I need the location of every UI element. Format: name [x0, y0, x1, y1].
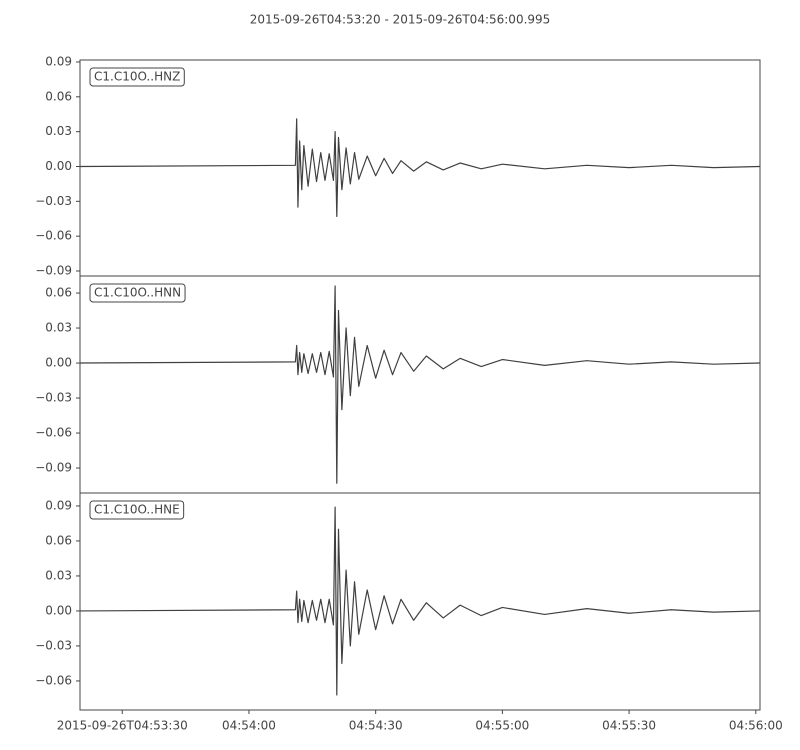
x-tick-label: 2015-09-26T04:53:30: [57, 719, 188, 733]
x-tick-label: 04:55:00: [475, 719, 529, 733]
y-tick-label: 0.03: [45, 124, 72, 138]
y-tick-label: 0.03: [45, 568, 72, 582]
trace-label: C1.C10O..HNN: [94, 286, 181, 300]
x-tick-label: 04:54:00: [222, 719, 276, 733]
x-tick-label: 04:54:30: [349, 719, 403, 733]
x-tick-label: 04:56:00: [729, 719, 783, 733]
x-tick-label: 04:55:30: [602, 719, 656, 733]
y-tick-label: 0.06: [45, 533, 72, 547]
y-tick-label: −0.06: [35, 673, 72, 687]
trace-label-box: [89, 500, 185, 520]
waveform: [79, 118, 760, 218]
y-tick-label: −0.06: [35, 426, 72, 440]
y-tick-label: −0.06: [35, 229, 72, 243]
y-tick-label: −0.03: [35, 194, 72, 208]
axes-frame: [79, 492, 761, 711]
y-tick-label: 0.09: [45, 498, 72, 512]
trace-label-box: [89, 283, 186, 303]
figure-title: 2015-09-26T04:53:20 - 2015-09-26T04:56:0…: [250, 13, 551, 27]
y-tick-label: −0.09: [35, 264, 72, 278]
y-tick-label: −0.03: [35, 391, 72, 405]
trace-label: C1.C10O..HNZ: [94, 70, 180, 84]
waveform: [79, 506, 760, 696]
trace-label-box: [89, 67, 185, 87]
y-tick-label: −0.03: [35, 638, 72, 652]
y-tick-label: 0.09: [45, 54, 72, 68]
y-tick-label: 0.00: [45, 159, 72, 173]
y-tick-label: 0.03: [45, 321, 72, 335]
y-tick-label: 0.00: [45, 603, 72, 617]
y-tick-label: −0.09: [35, 461, 72, 475]
y-tick-label: 0.00: [45, 356, 72, 370]
y-tick-label: 0.06: [45, 89, 72, 103]
waveform: [79, 285, 760, 484]
y-tick-label: 0.06: [45, 286, 72, 300]
trace-label: C1.C10O..HNE: [94, 503, 180, 517]
